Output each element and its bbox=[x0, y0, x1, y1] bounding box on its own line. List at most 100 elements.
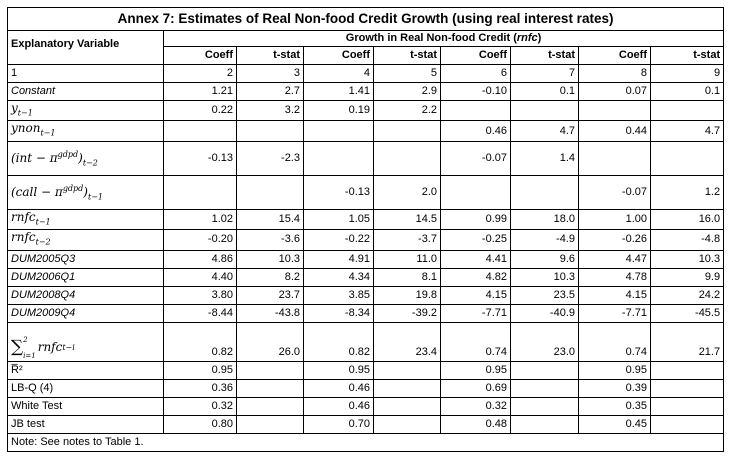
table-cell: 1.2 bbox=[649, 174, 725, 210]
sum-upper-limit: 2 bbox=[23, 335, 28, 344]
table-row: DUM2009Q4 -8.44 -43.8 -8.34 -39.2 -7.71 -40.9-… bbox=[7, 303, 725, 323]
row-label: DUM2005Q3 bbox=[7, 249, 164, 269]
table-cell bbox=[578, 140, 651, 176]
table-cell: 16.0 bbox=[649, 208, 725, 231]
table-cell: 1.00 bbox=[578, 208, 651, 231]
column-number-6: 6 bbox=[440, 64, 511, 83]
table-cell: 0.80 bbox=[163, 414, 237, 434]
table-cell: 9.6 bbox=[510, 249, 579, 269]
table-row: yt−1 0.22 3.2 0.19 2.2 bbox=[7, 99, 725, 122]
table-note: Note: See notes to Table 1. bbox=[6, 432, 725, 452]
table-cell: 1.21 bbox=[163, 82, 237, 101]
sum-term-sub: t−i bbox=[62, 343, 75, 353]
stats-row: White Test 0.32 0.46 0.32 0.35 bbox=[7, 396, 725, 416]
row-label-text: DUM2009Q4 bbox=[11, 306, 76, 319]
table-cell: -0.20 bbox=[163, 229, 237, 251]
empty-cell bbox=[510, 396, 579, 416]
row-label-text: rnfc bbox=[11, 209, 36, 224]
table-cell: 15.4 bbox=[236, 208, 304, 231]
table-cell: 0.99 bbox=[440, 208, 511, 231]
table-cell: 1.02 bbox=[163, 208, 237, 231]
table-cell: 4.40 bbox=[163, 267, 237, 287]
sum-row-label: ∑ 2 i=1 rnfc t−i bbox=[7, 321, 164, 362]
table-cell: 10.3 bbox=[236, 249, 304, 269]
table-cell: 23.5 bbox=[510, 285, 579, 305]
empty-cell bbox=[373, 360, 441, 380]
table-cell: 0.1 bbox=[649, 82, 725, 101]
table-cell: 1.4 bbox=[510, 140, 579, 176]
column-header-4: Coeff bbox=[303, 46, 374, 65]
stats-row-label: R̅² bbox=[7, 360, 164, 380]
empty-cell bbox=[649, 414, 725, 434]
table-cell bbox=[303, 140, 374, 176]
table-cell bbox=[236, 174, 304, 210]
table-cell: 0.46 bbox=[303, 378, 374, 398]
table-cell: 11.0 bbox=[373, 249, 441, 269]
table-cell: 0.35 bbox=[578, 396, 651, 416]
table-cell: 0.1 bbox=[510, 82, 579, 101]
group-header-italic: rnfc bbox=[516, 32, 538, 44]
empty-cell bbox=[236, 414, 304, 434]
table-cell bbox=[163, 174, 237, 210]
table-cell bbox=[303, 120, 374, 142]
table-cell: 19.8 bbox=[373, 285, 441, 305]
table-cell: 0.45 bbox=[578, 414, 651, 434]
table-cell: 0.32 bbox=[440, 396, 511, 416]
column-header-row: Coeff t-stat Coeff t-stat Coeff t-stat Coeff t-… bbox=[8, 46, 725, 65]
empty-cell bbox=[649, 378, 725, 398]
table-row: DUM2008Q4 3.80 23.7 3.85 19.8 4.15 23.5 4.15 24.… bbox=[7, 285, 725, 305]
row-label: yt−1 bbox=[7, 99, 164, 122]
table-row: DUM2006Q1 4.40 8.2 4.34 8.1 4.82 10.3 4.78 9.9 bbox=[7, 267, 725, 287]
stats-row: JB test 0.80 0.70 0.48 0.45 bbox=[7, 414, 725, 434]
table-cell: 4.15 bbox=[578, 285, 651, 305]
table-cell: 0.19 bbox=[303, 99, 374, 122]
row-label: DUM2009Q4 bbox=[7, 303, 164, 323]
sum-expression: ∑ 2 i=1 rnfc t−i bbox=[11, 336, 75, 360]
table-cell: -0.25 bbox=[440, 229, 511, 251]
note-row: Note: See notes to Table 1. bbox=[6, 432, 725, 452]
table-cell: 1.05 bbox=[303, 208, 374, 231]
table-row: DUM2005Q3 4.86 10.3 4.91 11.0 4.41 9.6 4.47 10.3 bbox=[7, 249, 725, 269]
row-label: rnfct−1 bbox=[7, 208, 164, 231]
table-cell: 3.80 bbox=[163, 285, 237, 305]
table-cell bbox=[649, 99, 725, 122]
table-cell bbox=[578, 99, 651, 122]
row-label-text: DUM2006Q1 bbox=[11, 270, 76, 283]
table-cell: -3.7 bbox=[373, 229, 441, 251]
table-cell bbox=[163, 120, 237, 142]
table-cell: 0.36 bbox=[163, 378, 237, 398]
table-cell bbox=[236, 120, 304, 142]
table-row: rnfct−1 1.02 15.4 1.05 14.5 0.99 18.0 1.00 16.0 bbox=[7, 208, 725, 231]
table-cell: 0.44 bbox=[578, 120, 651, 142]
table-cell: -4.8 bbox=[649, 229, 725, 251]
table-cell: 4.15 bbox=[440, 285, 511, 305]
column-number-2: 2 bbox=[163, 64, 237, 83]
column-header-6: Coeff bbox=[440, 46, 511, 65]
table-cell: 0.48 bbox=[440, 414, 511, 434]
sum-limits: 2 i=1 bbox=[23, 336, 36, 360]
table-cell: 0.46 bbox=[440, 120, 511, 142]
table-cell bbox=[373, 120, 441, 142]
explanatory-variable-header: Explanatory Variable bbox=[7, 30, 164, 65]
table-cell: 21.7 bbox=[649, 321, 725, 362]
table-cell: 4.47 bbox=[578, 249, 651, 269]
table-cell: -0.26 bbox=[578, 229, 651, 251]
row-label-sub: t−1 bbox=[17, 108, 33, 118]
empty-cell bbox=[236, 360, 304, 380]
sum-row: ∑ 2 i=1 rnfc t−i 0.82 26.0 0.82 23.4 0.74 23.0 0.74… bbox=[7, 321, 725, 362]
table-row: ynont−1 0.46 4.7 0.44 4.7 bbox=[7, 120, 725, 142]
table-cell: 8.1 bbox=[373, 267, 441, 287]
row-label: Constant bbox=[7, 82, 164, 101]
table-cell: 8.2 bbox=[236, 267, 304, 287]
table-cell: -8.44 bbox=[163, 303, 237, 323]
table-title: Annex 7: Estimates of Real Non-food Cred… bbox=[6, 7, 725, 31]
row-label-text: y bbox=[11, 101, 18, 115]
table-cell: 4.78 bbox=[578, 267, 651, 287]
row-label-end: ) bbox=[78, 150, 83, 165]
row-label-text: DUM2005Q3 bbox=[11, 252, 76, 265]
stats-row-label: LB-Q (4) bbox=[7, 378, 164, 398]
row-label-sub: t−1 bbox=[87, 191, 103, 201]
stats-row-label: White Test bbox=[7, 396, 164, 416]
row-label-sub: t−1 bbox=[35, 217, 51, 227]
row-label: DUM2006Q1 bbox=[7, 267, 164, 287]
